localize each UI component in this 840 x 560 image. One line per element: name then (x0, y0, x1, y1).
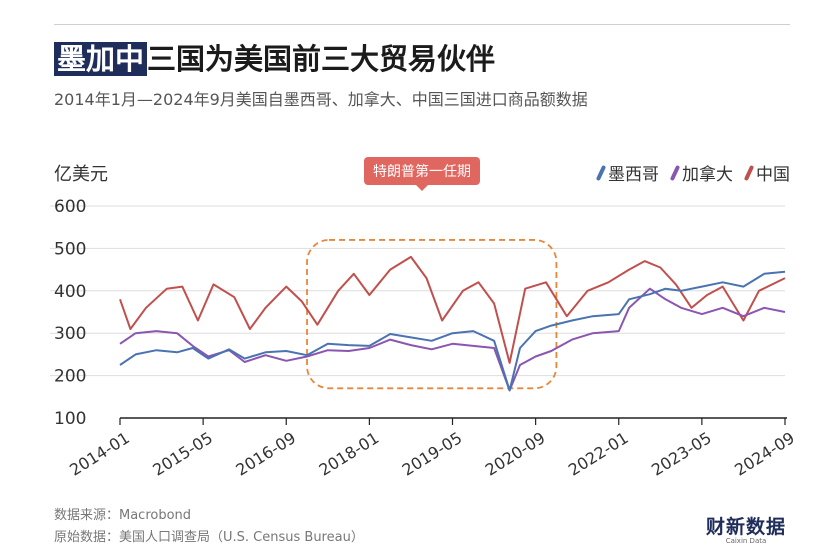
x-tick-2019-05: 2019-05 (399, 428, 466, 480)
x-axis: 2014-01 2015-05 2016-09 2018-01 2019-05 2020-… (66, 417, 798, 480)
series-lines (119, 255, 786, 392)
title-rest: 三国为美国前三大贸易伙伴 (147, 42, 496, 76)
legend-item-mexico: 墨西哥 (595, 160, 659, 185)
legend-label-mexico: 墨西哥 (608, 165, 659, 185)
y-tick-300: 300 (54, 324, 86, 344)
y-tick-500: 500 (54, 239, 86, 259)
chart-subtitle: 2014年1月—2024年9月美国自墨西哥、加拿大、中国三国进口商品额数据 (54, 90, 588, 109)
y-tick-100: 100 (54, 409, 86, 429)
x-tick-2022-01: 2022-01 (565, 428, 632, 480)
trump-term-box (306, 239, 558, 390)
x-tick-2024-09: 2024-09 (731, 428, 798, 480)
original-data-note: 原始数据：美国人口调查局（U.S. Census Bureau） (54, 530, 364, 545)
x-tick-2015-05: 2015-05 (149, 428, 216, 480)
series-line-china (119, 255, 786, 364)
logo-cn: 财新数据 (705, 516, 786, 538)
legend-label-china: 中国 (756, 165, 790, 185)
legend-item-canada: 加拿大 (669, 160, 733, 185)
chart-title: 墨加中 三国为美国前三大贸易伙伴 (54, 36, 495, 78)
source-note: 数据来源：Macrobond (54, 508, 192, 523)
x-tick-2020-09: 2020-09 (482, 428, 549, 480)
y-axis-ticks: 100 200 300 400 500 600 (54, 197, 86, 429)
y-axis-unit: 亿美元 (54, 164, 108, 185)
x-tick-2023-05: 2023-05 (648, 428, 715, 480)
x-tick-2018-01: 2018-01 (316, 428, 383, 480)
y-tick-200: 200 (54, 367, 86, 387)
series-line-mexico (119, 270, 786, 392)
legend: 墨西哥 加拿大 中国 (595, 160, 790, 185)
logo-en: Caixin Data (725, 537, 767, 545)
y-tick-400: 400 (54, 282, 86, 302)
annotation-label: 特朗普第一任期 (364, 157, 480, 191)
legend-label-canada: 加拿大 (682, 165, 733, 185)
legend-item-china: 中国 (743, 160, 790, 185)
annotation-box (306, 239, 558, 390)
x-tick-2014-01: 2014-01 (66, 428, 133, 480)
x-tick-2016-09: 2016-09 (232, 428, 299, 480)
y-tick-600: 600 (54, 197, 86, 217)
top-rule (54, 24, 790, 25)
caixin-logo: 财新数据 Caixin Data (706, 512, 786, 545)
title-highlight: 墨加中 (54, 42, 148, 76)
